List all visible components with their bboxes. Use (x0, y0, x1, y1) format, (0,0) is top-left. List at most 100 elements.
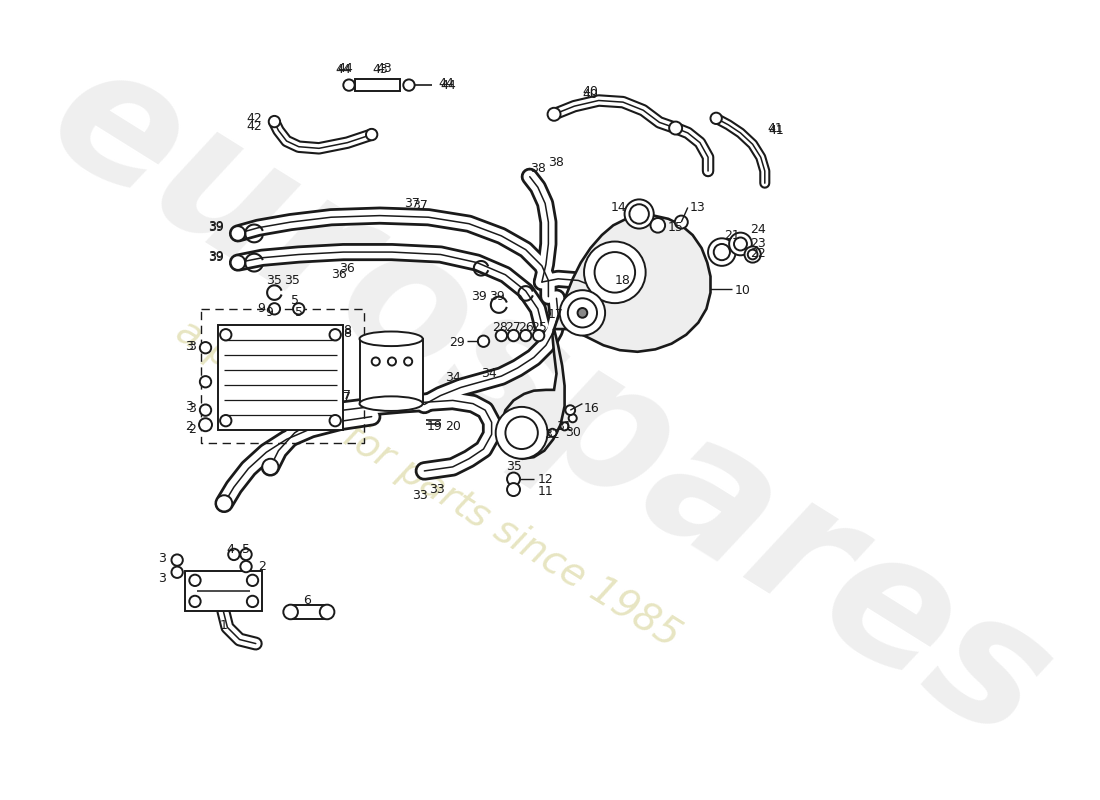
Circle shape (534, 330, 544, 342)
Circle shape (200, 342, 211, 354)
Circle shape (669, 122, 682, 134)
Text: 44: 44 (438, 77, 454, 90)
Text: 23: 23 (749, 238, 766, 250)
Circle shape (625, 199, 653, 229)
Text: 16: 16 (584, 402, 600, 415)
Circle shape (507, 473, 520, 486)
Text: 3: 3 (158, 552, 166, 565)
Text: 24: 24 (750, 223, 766, 236)
Circle shape (172, 554, 183, 566)
Text: 35: 35 (506, 460, 521, 474)
Text: 43: 43 (372, 63, 387, 76)
Circle shape (268, 116, 280, 127)
Circle shape (674, 215, 688, 229)
Text: 3: 3 (186, 399, 194, 413)
Circle shape (584, 242, 646, 303)
Text: 5: 5 (290, 294, 299, 307)
Text: 41: 41 (769, 124, 784, 137)
Bar (360, 339, 422, 404)
Text: 10: 10 (735, 284, 750, 297)
Text: a passion for parts since 1985: a passion for parts since 1985 (169, 311, 688, 654)
Text: 36: 36 (331, 268, 348, 282)
Text: 26: 26 (518, 321, 534, 334)
Text: 7: 7 (343, 391, 351, 405)
Text: 8: 8 (343, 324, 351, 337)
Text: 39: 39 (208, 251, 224, 264)
Circle shape (388, 358, 396, 366)
Circle shape (366, 129, 377, 140)
Circle shape (189, 574, 200, 586)
Circle shape (578, 308, 587, 318)
Text: 29: 29 (449, 336, 465, 350)
Text: 38: 38 (549, 157, 564, 170)
Text: 44: 44 (336, 63, 351, 76)
Text: 4: 4 (226, 543, 234, 556)
Text: 35: 35 (266, 274, 283, 287)
Text: 17: 17 (548, 308, 564, 321)
Circle shape (220, 415, 231, 426)
Bar (218, 325, 343, 430)
Text: 13: 13 (690, 201, 705, 214)
Circle shape (199, 418, 212, 431)
Text: 39: 39 (208, 250, 224, 262)
Circle shape (496, 407, 548, 458)
Text: 39: 39 (488, 290, 505, 303)
Circle shape (262, 458, 278, 475)
Circle shape (231, 226, 245, 241)
Circle shape (404, 358, 412, 366)
Circle shape (496, 330, 507, 342)
Text: 22: 22 (749, 247, 766, 260)
Text: 25: 25 (530, 321, 547, 334)
Text: 43: 43 (376, 62, 392, 74)
Text: 12: 12 (538, 473, 553, 486)
Circle shape (231, 255, 245, 270)
Text: 27: 27 (506, 321, 521, 334)
Circle shape (372, 358, 379, 366)
Circle shape (708, 238, 736, 266)
Ellipse shape (360, 396, 422, 411)
Circle shape (284, 605, 298, 619)
Text: 3: 3 (158, 572, 166, 586)
Text: 9: 9 (256, 302, 265, 315)
Circle shape (330, 415, 341, 426)
Text: 7: 7 (343, 389, 351, 402)
Text: 5: 5 (295, 306, 302, 319)
Text: 6: 6 (302, 594, 311, 607)
Text: 15: 15 (668, 222, 683, 234)
Text: 34: 34 (481, 367, 497, 380)
Text: 20: 20 (444, 420, 461, 433)
Text: 11: 11 (538, 485, 553, 498)
Text: 3: 3 (188, 341, 196, 354)
Circle shape (561, 422, 569, 430)
Circle shape (477, 335, 490, 347)
Text: 37: 37 (412, 199, 428, 212)
Circle shape (508, 330, 519, 342)
Text: 19: 19 (427, 420, 443, 433)
Text: 2: 2 (186, 420, 194, 433)
Circle shape (172, 566, 183, 578)
Text: 41: 41 (767, 122, 783, 134)
Text: 21: 21 (724, 230, 740, 242)
Text: 3: 3 (186, 341, 194, 354)
Text: 2: 2 (188, 423, 196, 436)
Circle shape (220, 329, 231, 341)
Circle shape (734, 238, 747, 250)
Text: 32: 32 (543, 428, 560, 441)
Text: 42: 42 (246, 112, 262, 125)
Circle shape (560, 290, 605, 335)
Text: 40: 40 (583, 85, 598, 98)
Circle shape (745, 246, 761, 262)
Circle shape (246, 596, 258, 607)
Bar (355, 79, 400, 90)
Circle shape (343, 79, 354, 90)
Circle shape (748, 250, 758, 259)
Text: 1: 1 (219, 619, 228, 632)
Text: 18: 18 (615, 274, 630, 287)
Circle shape (711, 113, 722, 124)
Circle shape (228, 549, 240, 560)
Text: 37: 37 (405, 197, 420, 210)
Bar (290, 605, 327, 619)
Circle shape (520, 330, 531, 342)
Ellipse shape (360, 331, 422, 346)
Text: 33: 33 (412, 489, 428, 502)
